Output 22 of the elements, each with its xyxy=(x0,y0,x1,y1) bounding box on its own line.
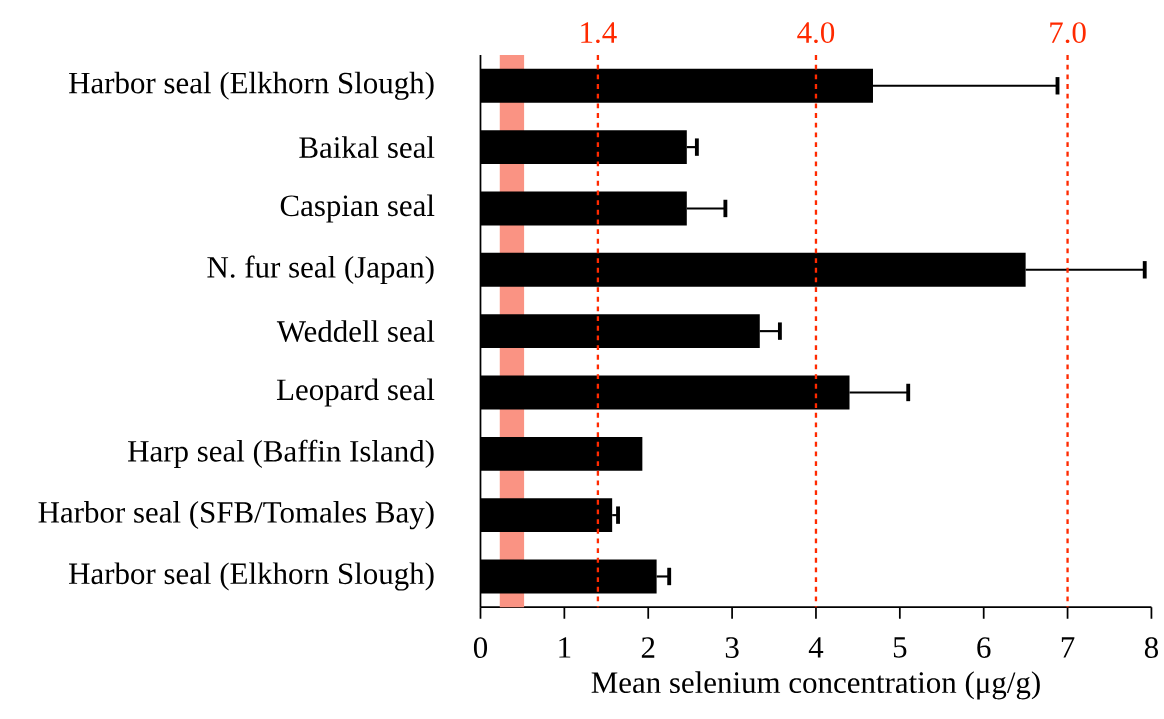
x-tick-label: 8 xyxy=(1144,637,1158,658)
ref-line-label: 4.0 xyxy=(797,21,835,43)
y-tick-label: Caspian seal xyxy=(280,194,435,223)
y-tick-label: Harbor seal (Elkhorn Slough) xyxy=(69,71,434,100)
x-tick-label: 5 xyxy=(893,637,907,658)
x-tick-label: 2 xyxy=(641,637,655,658)
x-tick-label: 7 xyxy=(1061,637,1075,658)
y-tick-label: Harp seal (Baffin Island) xyxy=(128,439,434,468)
y-tick-label: Baikal seal xyxy=(299,136,435,158)
y-tick-label: Harbor seal (SFB/Tomales Bay) xyxy=(38,500,434,530)
x-tick-label: 3 xyxy=(725,637,739,658)
x-tick-label: 6 xyxy=(977,637,991,658)
x-axis-title: Mean selenium concentration (μg/g) xyxy=(591,671,1040,700)
y-tick-label: Leopard seal xyxy=(276,378,435,407)
x-tick-label: 0 xyxy=(473,637,488,658)
y-tick-label: Harbor seal (Elkhorn Slough) xyxy=(69,562,434,591)
y-tick-label: Weddell seal xyxy=(276,320,435,342)
x-tick-label: 4 xyxy=(808,637,824,658)
ref-line-label: 1.4 xyxy=(581,22,617,43)
y-tick-label: N. fur seal (Japan) xyxy=(207,255,434,284)
ref-line-label: 7.0 xyxy=(1050,21,1086,43)
x-tick-label: 1 xyxy=(559,637,571,658)
